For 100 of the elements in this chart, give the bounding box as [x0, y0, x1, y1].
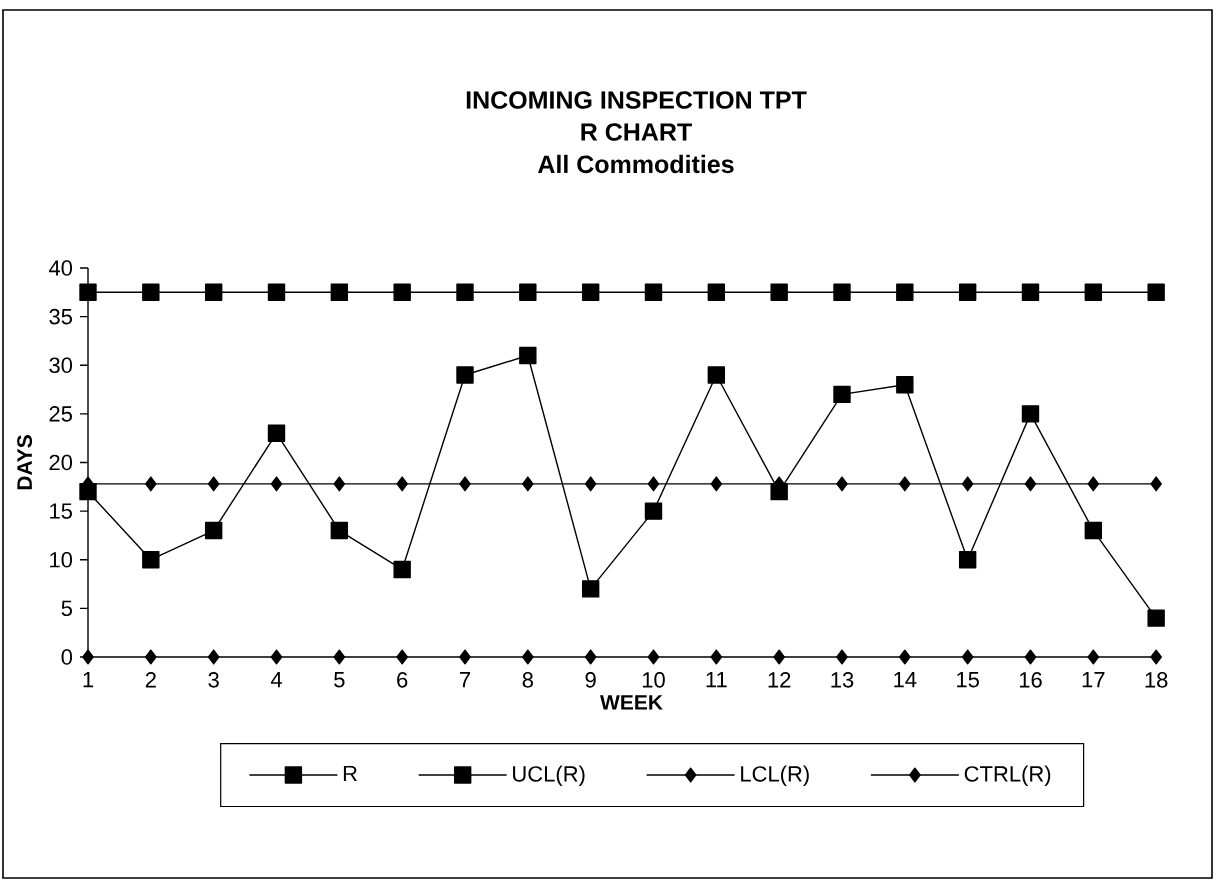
point — [207, 649, 220, 665]
point — [270, 476, 283, 492]
point — [207, 476, 220, 492]
point — [644, 283, 663, 302]
point — [396, 649, 408, 665]
point — [773, 649, 785, 665]
point — [958, 283, 977, 302]
point — [707, 283, 726, 302]
point — [330, 521, 349, 540]
point — [142, 551, 160, 569]
y-tick-label: 40 — [48, 260, 73, 276]
point — [1084, 283, 1103, 302]
point — [1024, 649, 1037, 665]
point — [330, 283, 349, 302]
x-tick-label: 13 — [831, 672, 854, 688]
x-tick-label: 9 — [585, 672, 596, 688]
y-tick-label: 10 — [50, 551, 73, 568]
point — [1150, 476, 1162, 492]
point — [396, 476, 408, 492]
x-tick-label: 8 — [522, 672, 533, 688]
point — [896, 376, 914, 394]
point — [522, 476, 534, 492]
y-tick-label: 5 — [61, 600, 72, 617]
point — [961, 649, 974, 665]
point — [647, 649, 660, 665]
text: All Commodities — [538, 154, 734, 174]
y-tick-label: 35 — [49, 308, 72, 325]
x-tick-label: 14 — [894, 672, 917, 688]
point — [1024, 476, 1037, 492]
point — [333, 649, 346, 665]
y-tick-label: 30 — [49, 357, 73, 374]
x-tick-label: 17 — [1082, 672, 1105, 688]
y-axis-title: DAYS — [17, 435, 33, 490]
point — [833, 385, 851, 404]
point — [267, 283, 286, 302]
point — [1147, 283, 1165, 302]
y-tick-label: 25 — [49, 406, 72, 422]
point — [456, 283, 474, 302]
point — [710, 476, 723, 492]
legend-label: LCL(R) — [741, 765, 809, 787]
point — [1084, 521, 1103, 540]
point — [1021, 405, 1040, 423]
point — [899, 649, 911, 665]
point — [581, 580, 600, 598]
y-tick-label: 20 — [49, 454, 73, 471]
point — [1150, 649, 1162, 665]
legend-label: UCL(R) — [513, 765, 585, 787]
point — [961, 476, 974, 492]
point — [270, 649, 283, 665]
x-tick-label: 2 — [145, 672, 156, 688]
point — [393, 560, 411, 579]
point — [79, 283, 97, 302]
x-tick-label: 15 — [957, 672, 979, 688]
x-tick-label: 3 — [208, 672, 219, 688]
chart-title: INCOMING INSPECTION TPT — [466, 91, 807, 109]
x-tick-label: 18 — [1145, 672, 1168, 688]
y-tick-label: 15 — [50, 503, 72, 519]
point — [459, 649, 471, 665]
point — [145, 649, 157, 665]
x-tick-label: 1 — [83, 672, 94, 688]
point — [82, 649, 94, 665]
point — [333, 476, 346, 492]
x-tick-label: 16 — [1019, 672, 1042, 688]
x-tick-label: 12 — [768, 672, 791, 688]
point — [204, 283, 223, 302]
point — [393, 283, 411, 302]
point — [142, 283, 160, 302]
point — [770, 283, 788, 302]
point — [145, 476, 157, 492]
point — [1147, 609, 1165, 627]
point — [647, 476, 660, 492]
point — [519, 346, 537, 365]
point — [958, 551, 977, 569]
point — [584, 649, 597, 665]
point — [836, 649, 848, 665]
y-tick-label: 0 — [61, 649, 73, 665]
legend-label: CTRL(R) — [964, 765, 1051, 787]
point — [267, 424, 286, 443]
point — [899, 476, 911, 492]
x-tick-label: 4 — [270, 672, 282, 688]
x-tick-label: 5 — [334, 672, 345, 688]
point — [836, 476, 848, 492]
point — [1087, 476, 1100, 492]
point — [1087, 649, 1100, 665]
point — [707, 366, 726, 384]
point — [644, 502, 663, 520]
point — [584, 476, 597, 492]
point — [459, 476, 471, 492]
x-tick-label: 10 — [642, 672, 665, 688]
x-axis-title: WEEK — [600, 695, 663, 710]
point — [1021, 283, 1040, 302]
point — [833, 283, 851, 302]
point — [896, 283, 914, 302]
x-tick-label: 7 — [460, 672, 471, 688]
point — [519, 283, 537, 302]
x-tick-label: 11 — [706, 672, 727, 688]
x-tick-label: 6 — [397, 672, 408, 688]
point — [710, 649, 723, 665]
point — [456, 366, 474, 384]
point — [204, 521, 223, 540]
